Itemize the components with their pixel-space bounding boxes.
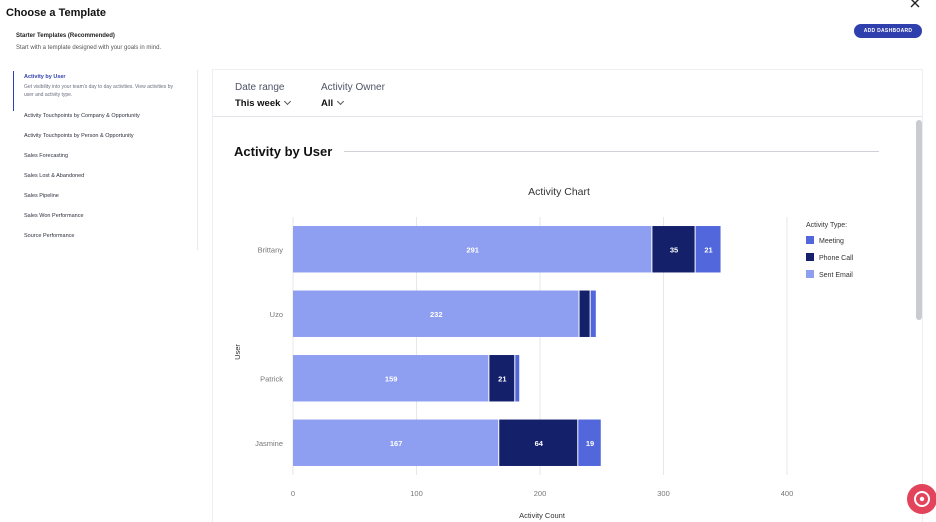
activity-owner-value: All [321, 98, 334, 109]
data-label: 64 [535, 439, 544, 448]
bar-segment [293, 290, 579, 337]
template-item-sales-forecasting[interactable]: Sales Forecasting [24, 153, 69, 159]
y-tick-label: Uzo [270, 310, 283, 319]
data-label: 167 [390, 439, 403, 448]
activity-owner-filter[interactable]: Activity Owner All [321, 82, 385, 111]
template-item-sales-pipeline[interactable]: Sales Pipeline [24, 193, 59, 199]
chart-title: Activity Chart [528, 186, 590, 198]
data-label: 232 [430, 310, 443, 319]
add-dashboard-button[interactable]: ADD DASHBOARD [854, 24, 922, 38]
date-range-label: Date range [235, 82, 285, 93]
filter-bar: Date range This week Activity Owner All [213, 70, 922, 117]
y-tick-label: Jasmine [255, 439, 283, 448]
close-icon[interactable] [908, 0, 922, 10]
x-tick-label: 300 [657, 489, 670, 498]
template-description: Get visibility into your team's day to d… [24, 84, 173, 98]
template-item-source-performance[interactable]: Source Performance [24, 233, 75, 239]
help-chat-button[interactable] [907, 484, 936, 514]
bar-segment [489, 355, 515, 402]
template-item-sales-won[interactable]: Sales Won Performance [24, 213, 84, 219]
data-label: 19 [586, 439, 594, 448]
legend-swatch [806, 253, 814, 261]
scrollbar-thumb[interactable] [916, 120, 922, 320]
x-tick-label: 200 [534, 489, 547, 498]
bar-segment [579, 290, 590, 337]
bar-segment [695, 226, 721, 273]
activity-chart: Activity Chart 0 100 200 300 400 Activity Coun… [233, 186, 854, 520]
template-list: Activity by User Get visibility into you… [13, 70, 198, 250]
template-item-touchpoints-person[interactable]: Activity Touchpoints by Person & Opportu… [24, 133, 134, 139]
template-item-activity-by-user[interactable]: Activity by User [24, 74, 66, 80]
x-tick-label: 100 [410, 489, 423, 498]
bar-segment [578, 419, 601, 466]
template-item-touchpoints-company[interactable]: Activity Touchpoints by Company & Opport… [24, 113, 140, 119]
modal-title: Choose a Template [6, 7, 107, 19]
section-title: Starter Templates (Recommended) [16, 33, 115, 39]
report-title: Activity by User [234, 144, 333, 159]
bar-segment [293, 355, 489, 402]
date-range-value: This week [235, 98, 281, 109]
y-tick-label: Brittany [258, 245, 284, 254]
bar-segment [293, 419, 499, 466]
title-divider [344, 151, 879, 152]
bar-segment [515, 355, 520, 402]
section-subtitle: Start with a template designed with your… [16, 45, 162, 51]
bar-segment [499, 419, 578, 466]
data-label: 35 [670, 245, 678, 254]
y-axis-label: User [233, 344, 242, 360]
data-label: 159 [385, 374, 398, 383]
bar-segment [652, 226, 695, 273]
bar-segment [590, 290, 596, 337]
legend-label: Sent Email [819, 272, 853, 279]
legend-label: Phone Call [819, 255, 854, 262]
template-item-sales-lost[interactable]: Sales Lost & Abandoned [24, 173, 85, 179]
y-tick-label: Patrick [260, 374, 283, 383]
activity-owner-label: Activity Owner [321, 82, 385, 93]
preview-panel: Date range This week Activity Owner All … [212, 69, 923, 522]
bar-segment [293, 226, 652, 273]
data-label: 21 [498, 374, 506, 383]
x-tick-label: 0 [291, 489, 295, 498]
legend-swatch [806, 236, 814, 244]
legend-label: Meeting [819, 238, 844, 245]
legend-title: Activity Type: [806, 222, 847, 229]
data-label: 21 [704, 245, 712, 254]
x-axis-label: Activity Count [519, 511, 566, 520]
chat-icon [914, 491, 930, 507]
data-label: 291 [466, 245, 479, 254]
legend-swatch [806, 270, 814, 278]
x-tick-label: 400 [781, 489, 794, 498]
active-indicator [13, 71, 14, 111]
date-range-filter[interactable]: Date range This week [235, 82, 292, 111]
scrollbar[interactable] [916, 120, 922, 522]
